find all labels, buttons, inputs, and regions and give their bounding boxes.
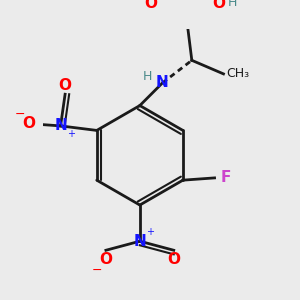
Text: O: O	[212, 0, 226, 11]
Text: O: O	[145, 0, 158, 11]
Text: +: +	[67, 129, 75, 139]
Text: N: N	[156, 75, 169, 90]
Text: O: O	[22, 116, 35, 131]
Text: H: H	[228, 0, 237, 9]
Text: O: O	[167, 252, 180, 267]
Text: O: O	[58, 78, 72, 93]
Text: F: F	[221, 170, 231, 185]
Text: H: H	[143, 70, 152, 83]
Text: O: O	[99, 252, 112, 267]
Text: N: N	[134, 234, 146, 249]
Text: N: N	[54, 118, 67, 134]
Text: CH₃: CH₃	[226, 68, 250, 80]
Text: −: −	[15, 108, 25, 121]
Text: −: −	[92, 264, 102, 277]
Text: +: +	[146, 227, 154, 237]
